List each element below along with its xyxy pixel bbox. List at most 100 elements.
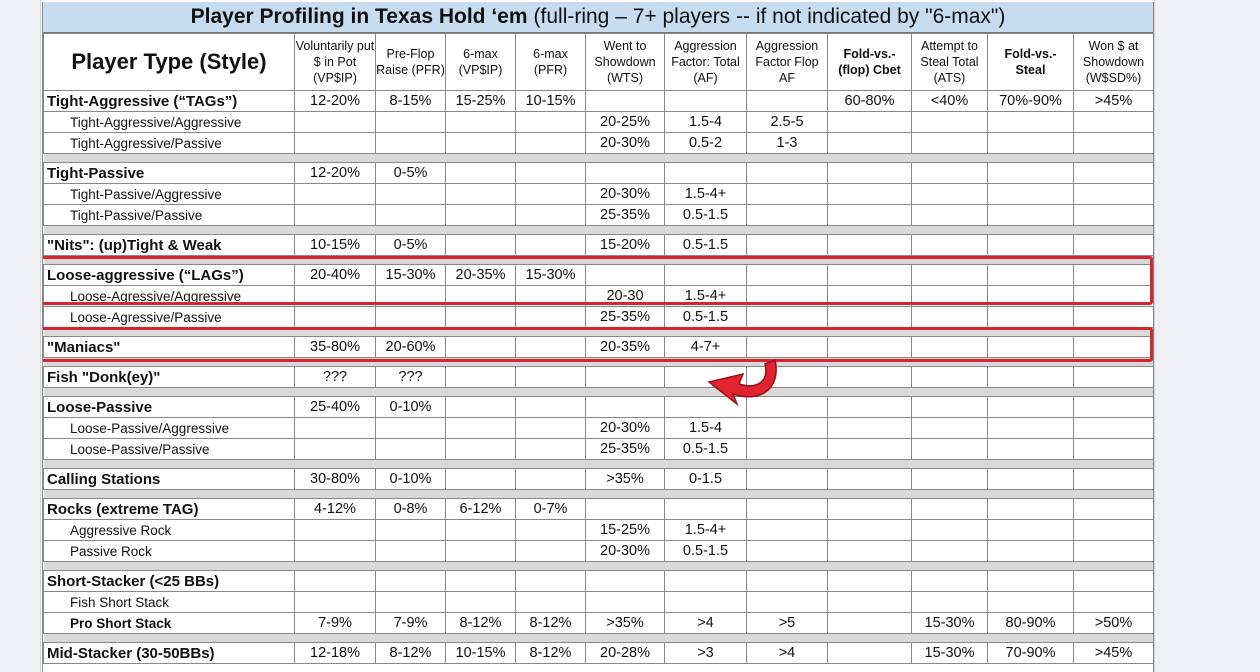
stat-cell[interactable] bbox=[827, 612, 912, 634]
stat-cell[interactable] bbox=[987, 540, 1074, 562]
stat-cell[interactable] bbox=[911, 132, 988, 154]
stat-cell[interactable]: 6-12% bbox=[445, 498, 516, 520]
stat-cell[interactable]: >5 bbox=[746, 612, 828, 634]
player-type-cell[interactable]: Loose-Agressive/Aggressive bbox=[43, 285, 295, 307]
stat-cell[interactable] bbox=[746, 264, 828, 286]
stat-cell[interactable]: 12-18% bbox=[294, 642, 376, 664]
stat-cell[interactable] bbox=[827, 336, 912, 358]
stat-cell[interactable] bbox=[827, 498, 912, 520]
stat-cell[interactable]: 10-15% bbox=[294, 234, 376, 256]
player-type-cell[interactable]: Fish Short Stack bbox=[43, 591, 295, 613]
player-type-cell[interactable]: "Nits": (up)Tight & Weak bbox=[43, 234, 295, 256]
stat-cell[interactable]: 8-12% bbox=[375, 642, 446, 664]
stat-cell[interactable]: ??? bbox=[375, 366, 446, 388]
stat-cell[interactable] bbox=[746, 90, 828, 112]
stat-cell[interactable]: 12-20% bbox=[294, 162, 376, 184]
stat-cell[interactable] bbox=[294, 438, 376, 460]
stat-cell[interactable] bbox=[746, 498, 828, 520]
stat-cell[interactable] bbox=[515, 162, 586, 184]
stat-cell[interactable] bbox=[827, 540, 912, 562]
stat-cell[interactable] bbox=[987, 306, 1074, 328]
stat-cell[interactable] bbox=[911, 111, 988, 133]
stat-cell[interactable]: 20-30 bbox=[585, 285, 665, 307]
stat-cell[interactable] bbox=[585, 570, 665, 592]
stat-cell[interactable] bbox=[987, 417, 1074, 439]
stat-cell[interactable] bbox=[294, 111, 376, 133]
stat-cell[interactable] bbox=[911, 285, 988, 307]
player-type-cell[interactable]: Rocks (extreme TAG) bbox=[43, 498, 295, 520]
stat-cell[interactable]: 7-9% bbox=[375, 612, 446, 634]
stat-cell[interactable] bbox=[664, 591, 747, 613]
stat-cell[interactable] bbox=[987, 264, 1074, 286]
stat-cell[interactable] bbox=[987, 336, 1074, 358]
stat-cell[interactable]: >45% bbox=[1073, 642, 1153, 664]
stat-cell[interactable]: >35% bbox=[585, 612, 665, 634]
stat-cell[interactable] bbox=[746, 285, 828, 307]
stat-cell[interactable]: >35% bbox=[585, 468, 665, 490]
stat-cell[interactable]: >45% bbox=[1073, 90, 1153, 112]
stat-cell[interactable] bbox=[294, 519, 376, 541]
stat-cell[interactable] bbox=[911, 183, 988, 205]
stat-cell[interactable]: 25-40% bbox=[294, 396, 376, 418]
stat-cell[interactable]: 0.5-1.5 bbox=[664, 306, 747, 328]
stat-cell[interactable] bbox=[375, 519, 446, 541]
stat-cell[interactable] bbox=[911, 468, 988, 490]
stat-cell[interactable] bbox=[1073, 396, 1153, 418]
stat-cell[interactable] bbox=[1073, 204, 1153, 226]
stat-cell[interactable] bbox=[375, 591, 446, 613]
stat-cell[interactable] bbox=[911, 234, 988, 256]
stat-cell[interactable] bbox=[746, 468, 828, 490]
player-type-cell[interactable]: Tight-Aggressive (“TAGs”) bbox=[43, 90, 295, 112]
stat-cell[interactable]: 0-5% bbox=[375, 162, 446, 184]
stat-cell[interactable]: 0.5-2 bbox=[664, 132, 747, 154]
stat-cell[interactable]: 1.5-4 bbox=[664, 111, 747, 133]
stat-cell[interactable] bbox=[585, 498, 665, 520]
stat-cell[interactable]: 20-35% bbox=[445, 264, 516, 286]
stat-cell[interactable]: 15-30% bbox=[515, 264, 586, 286]
stat-cell[interactable] bbox=[585, 396, 665, 418]
stat-cell[interactable] bbox=[1073, 132, 1153, 154]
stat-cell[interactable]: 10-15% bbox=[515, 90, 586, 112]
stat-cell[interactable] bbox=[746, 306, 828, 328]
stat-cell[interactable]: 25-35% bbox=[585, 438, 665, 460]
stat-cell[interactable] bbox=[375, 183, 446, 205]
stat-cell[interactable] bbox=[746, 438, 828, 460]
player-type-cell[interactable]: Tight-Aggressive/Passive bbox=[43, 132, 295, 154]
stat-cell[interactable]: 1.5-4+ bbox=[664, 183, 747, 205]
stat-cell[interactable] bbox=[1073, 570, 1153, 592]
stat-cell[interactable]: 15-30% bbox=[911, 642, 988, 664]
player-type-cell[interactable]: Aggressive Rock bbox=[43, 519, 295, 541]
stat-cell[interactable]: 4-12% bbox=[294, 498, 376, 520]
stat-cell[interactable] bbox=[445, 570, 516, 592]
stat-cell[interactable] bbox=[515, 285, 586, 307]
stat-cell[interactable] bbox=[1073, 264, 1153, 286]
stat-cell[interactable] bbox=[445, 183, 516, 205]
stat-cell[interactable] bbox=[746, 162, 828, 184]
stat-cell[interactable] bbox=[1073, 417, 1153, 439]
stat-cell[interactable] bbox=[294, 591, 376, 613]
stat-cell[interactable] bbox=[987, 183, 1074, 205]
stat-cell[interactable]: 8-12% bbox=[445, 612, 516, 634]
stat-cell[interactable] bbox=[987, 591, 1074, 613]
stat-cell[interactable] bbox=[987, 111, 1074, 133]
stat-cell[interactable] bbox=[515, 111, 586, 133]
stat-cell[interactable] bbox=[827, 519, 912, 541]
stat-cell[interactable] bbox=[445, 132, 516, 154]
stat-cell[interactable] bbox=[746, 417, 828, 439]
stat-cell[interactable] bbox=[987, 204, 1074, 226]
stat-cell[interactable]: ??? bbox=[294, 366, 376, 388]
stat-cell[interactable] bbox=[515, 540, 586, 562]
stat-cell[interactable] bbox=[1073, 540, 1153, 562]
stat-cell[interactable] bbox=[911, 204, 988, 226]
stat-cell[interactable] bbox=[987, 438, 1074, 460]
stat-cell[interactable]: >4 bbox=[746, 642, 828, 664]
stat-cell[interactable] bbox=[294, 204, 376, 226]
stat-cell[interactable]: 25-35% bbox=[585, 204, 665, 226]
stat-cell[interactable] bbox=[664, 162, 747, 184]
stat-cell[interactable] bbox=[827, 183, 912, 205]
stat-cell[interactable]: 15-25% bbox=[445, 90, 516, 112]
stat-cell[interactable] bbox=[1073, 183, 1153, 205]
stat-cell[interactable] bbox=[515, 519, 586, 541]
stat-cell[interactable] bbox=[1073, 285, 1153, 307]
stat-cell[interactable] bbox=[911, 591, 988, 613]
